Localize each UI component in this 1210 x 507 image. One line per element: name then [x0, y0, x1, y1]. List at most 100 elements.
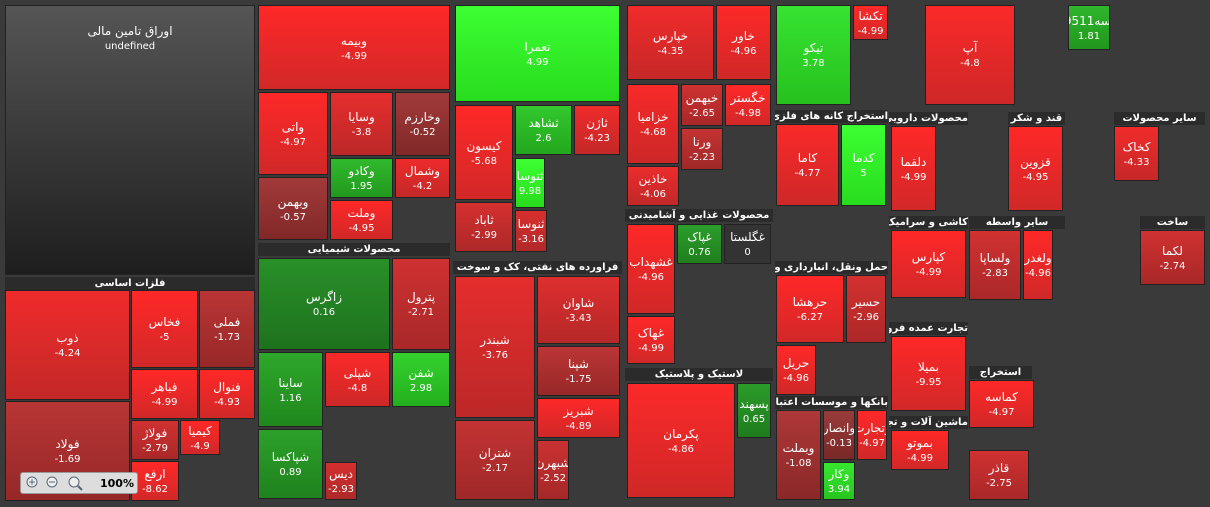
- stock-tile[interactable]: وکار 3.94: [823, 462, 855, 500]
- stock-tile[interactable]: فباهر -4.99: [131, 369, 198, 419]
- stock-tile[interactable]: وتجارت -4.97: [857, 410, 887, 460]
- sector-header: استخراج: [969, 366, 1032, 379]
- tile-change: 5: [860, 168, 867, 179]
- tile-symbol: وخارزم: [404, 110, 441, 124]
- stock-tile[interactable]: کدما 5: [841, 124, 886, 206]
- stock-tile[interactable]: اسه9511 1.81: [1068, 5, 1110, 50]
- stock-tile[interactable]: خگستر -4.98: [725, 84, 771, 126]
- stock-tile[interactable]: تعمرا 4.99: [455, 5, 620, 102]
- stock-tile[interactable]: غگلستا 0: [724, 224, 771, 264]
- tile-symbol: غشهداب: [629, 255, 673, 269]
- stock-tile[interactable]: کماسه -4.97: [969, 380, 1034, 428]
- tile-change: 9.98: [518, 186, 542, 197]
- tile-symbol: کیمیا: [188, 423, 212, 438]
- stock-tile[interactable]: فخاس -5: [131, 290, 198, 368]
- stock-tile[interactable]: قزوین -4.95: [1008, 126, 1063, 211]
- tile-symbol: کماسه: [985, 390, 1018, 404]
- zoom-icons[interactable]: [25, 475, 89, 491]
- stock-tile[interactable]: خپارس -4.35: [627, 5, 714, 80]
- stock-tile[interactable]: پسهند 0.65: [737, 383, 771, 438]
- tile-symbol: حسیر: [851, 295, 881, 309]
- stock-tile[interactable]: خاور -4.96: [716, 5, 771, 80]
- stock-tile[interactable]: قاذر -2.75: [969, 450, 1029, 500]
- stock-tile[interactable]: وشمال -4.2: [395, 158, 450, 198]
- stock-tile[interactable]: پکرمان -4.86: [627, 383, 735, 498]
- stock-tile[interactable]: شبندر -3.76: [455, 276, 535, 418]
- stock-tile[interactable]: دیس -2.93: [325, 462, 357, 500]
- stock-tile[interactable]: ذوب -4.24: [5, 290, 130, 400]
- tile-symbol: بموتو: [906, 436, 933, 450]
- stock-tile[interactable]: ثاباد -2.99: [455, 202, 513, 252]
- tile-symbol: ولغدر: [1024, 251, 1052, 265]
- sector-header: محصولات دارویی: [889, 112, 968, 125]
- stock-tile[interactable]: ثتوسا 9.98: [515, 158, 545, 208]
- tile-change: 0.89: [279, 467, 302, 478]
- stock-tile[interactable]: فنوال -4.93: [199, 369, 255, 419]
- stock-tile[interactable]: کپارس -4.99: [891, 230, 966, 298]
- stock-tile[interactable]: وملت -4.95: [330, 200, 393, 240]
- tile-change: -4.99: [900, 171, 927, 183]
- stock-tile[interactable]: خاذین -4.06: [627, 166, 679, 206]
- tile-symbol: ورنا: [692, 135, 712, 149]
- stock-tile[interactable]: حریل -4.96: [776, 345, 816, 395]
- stock-tile[interactable]: فولاژ -2.79: [131, 420, 179, 460]
- stock-tile[interactable]: وبهمن -0.57: [258, 177, 328, 240]
- stock-tile[interactable]: خزامیا -4.68: [627, 84, 679, 164]
- tile-symbol: زاگرس: [305, 290, 343, 304]
- stock-tile[interactable]: وبملت -1.08: [776, 410, 821, 500]
- stock-tile[interactable]: کاما -4.77: [776, 124, 839, 206]
- stock-tile[interactable]: ورنا -2.23: [681, 128, 723, 170]
- stock-tile[interactable]: لکما -2.74: [1140, 230, 1205, 285]
- stock-tile[interactable]: وسایا -3.8: [330, 92, 393, 156]
- stock-tile[interactable]: فملی -1.73: [199, 290, 255, 368]
- tile-change: -4.86: [668, 443, 694, 455]
- sector-header: کاشی و سرامیک: [889, 216, 968, 229]
- stock-tile[interactable]: خبهمن -2.65: [681, 84, 723, 126]
- stock-tile[interactable]: زاگرس 0.16: [258, 258, 390, 350]
- stock-tile[interactable]: اوراق تامین مالی undefined: [5, 5, 255, 275]
- tile-change: -4.97: [280, 136, 306, 148]
- tile-change: -4.96: [1025, 268, 1051, 279]
- tile-change: -2.17: [482, 463, 508, 474]
- stock-tile[interactable]: بمیلا -9.95: [891, 336, 966, 411]
- stock-tile[interactable]: شفن 2.98: [392, 352, 450, 407]
- stock-tile[interactable]: ثشاهد 2.6: [515, 105, 572, 155]
- stock-tile[interactable]: حرهشا -6.27: [776, 275, 844, 343]
- stock-tile[interactable]: تیکو 3.78: [776, 5, 851, 105]
- stock-tile[interactable]: شبریز -4.89: [537, 398, 620, 438]
- stock-tile[interactable]: واتی -4.97: [258, 92, 328, 175]
- stock-tile[interactable]: ثنوسا -3.16: [515, 210, 547, 252]
- stock-tile[interactable]: شبهرن -2.52: [537, 440, 569, 500]
- stock-tile[interactable]: ارفع -8.62: [131, 461, 179, 501]
- stock-tile[interactable]: وخارزم -0.52: [395, 92, 450, 156]
- stock-tile[interactable]: وانصار -0.13: [823, 410, 855, 460]
- stock-tile[interactable]: ولساپا -2.83: [969, 230, 1021, 300]
- stock-tile[interactable]: شپنا -1.75: [537, 346, 620, 396]
- stock-tile[interactable]: شپاکسا 0.89: [258, 429, 323, 499]
- stock-tile[interactable]: غشهداب -4.96: [627, 224, 675, 314]
- stock-tile[interactable]: کیمیا -4.9: [180, 420, 220, 455]
- tile-symbol: پکرمان: [663, 426, 699, 441]
- stock-tile[interactable]: غپاک 0.76: [677, 224, 722, 264]
- stock-tile[interactable]: حسیر -2.96: [846, 275, 886, 343]
- tile-change: -4.95: [1022, 171, 1049, 183]
- stock-tile[interactable]: شپلی -4.8: [325, 352, 390, 407]
- stock-tile[interactable]: ثاژن -4.23: [574, 105, 620, 155]
- stock-tile[interactable]: آپ -4.8: [925, 5, 1015, 105]
- stock-tile[interactable]: وکادو 1.95: [330, 158, 393, 198]
- tile-symbol: وبهمن: [277, 194, 309, 209]
- stock-tile[interactable]: شتران -2.17: [455, 420, 535, 500]
- stock-tile[interactable]: دلقما -4.99: [891, 126, 936, 211]
- stock-tile[interactable]: ساینا 1.16: [258, 352, 323, 427]
- stock-tile[interactable]: تکشا -4.99: [853, 5, 888, 40]
- stock-tile[interactable]: کیسون -5.68: [455, 105, 513, 200]
- stock-tile[interactable]: ولغدر -4.96: [1023, 230, 1053, 300]
- stock-tile[interactable]: وبیمه -4.99: [258, 5, 450, 90]
- stock-tile[interactable]: بموتو -4.99: [891, 430, 949, 470]
- stock-tile[interactable]: غهاک -4.99: [627, 316, 675, 364]
- stock-tile[interactable]: شاوان -3.43: [537, 276, 620, 344]
- tile-change: -3.16: [518, 234, 544, 245]
- stock-tile[interactable]: کخاک -4.33: [1114, 126, 1159, 181]
- stock-tile[interactable]: پترول -2.71: [392, 258, 450, 350]
- tile-change: 4.99: [526, 56, 549, 68]
